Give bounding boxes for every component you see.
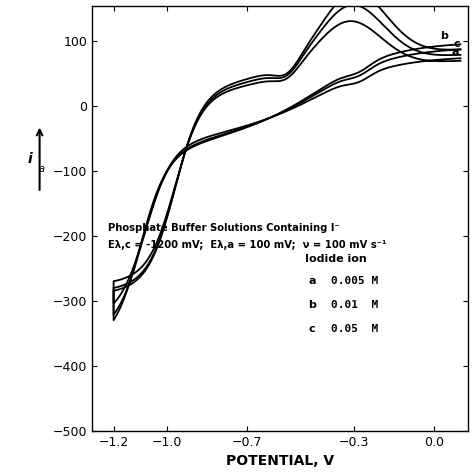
Text: b: b [309, 300, 317, 310]
Text: Phosphate Buffer Solutions Containing I⁻: Phosphate Buffer Solutions Containing I⁻ [108, 223, 340, 233]
Text: 0.01  M: 0.01 M [331, 300, 378, 310]
Text: c: c [454, 39, 460, 49]
Text: Eλ,c = -1200 mV;  Eλ,a = 100 mV;  ν = 100 mV s⁻¹: Eλ,c = -1200 mV; Eλ,a = 100 mV; ν = 100 … [108, 239, 387, 250]
Text: c: c [309, 324, 315, 334]
Text: b: b [440, 31, 448, 41]
Text: 0.005 M: 0.005 M [331, 276, 378, 286]
Text: 0.05  M: 0.05 M [331, 324, 378, 334]
Text: a: a [38, 164, 45, 174]
Text: i: i [28, 152, 33, 166]
Text: Iodide ion: Iodide ion [305, 255, 366, 264]
Text: a: a [309, 276, 316, 286]
X-axis label: POTENTIAL, V: POTENTIAL, V [226, 455, 334, 468]
Text: a: a [452, 47, 459, 57]
